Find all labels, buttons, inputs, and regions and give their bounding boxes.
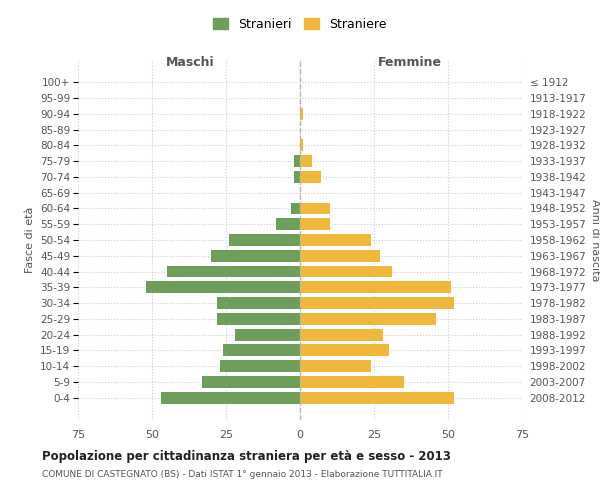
Bar [300,140,303,151]
Bar [217,313,300,325]
Bar [202,376,300,388]
Bar [300,202,329,214]
Bar [300,234,371,246]
Y-axis label: Anni di nascita: Anni di nascita [590,198,600,281]
Bar [300,250,380,262]
Bar [217,297,300,309]
Bar [211,250,300,262]
Legend: Stranieri, Straniere: Stranieri, Straniere [207,11,393,37]
Bar [294,171,300,183]
Bar [146,282,300,293]
Bar [167,266,300,278]
Bar [300,376,404,388]
Bar [277,218,300,230]
Bar [300,297,454,309]
Bar [235,328,300,340]
Bar [300,344,389,356]
Y-axis label: Fasce di età: Fasce di età [25,207,35,273]
Bar [229,234,300,246]
Bar [161,392,300,404]
Bar [291,202,300,214]
Bar [300,313,436,325]
Bar [300,392,454,404]
Text: Popolazione per cittadinanza straniera per età e sesso - 2013: Popolazione per cittadinanza straniera p… [42,450,451,463]
Bar [300,360,371,372]
Text: Maschi: Maschi [166,56,215,69]
Bar [223,344,300,356]
Bar [300,218,329,230]
Bar [300,108,303,120]
Bar [300,282,451,293]
Bar [300,171,321,183]
Bar [220,360,300,372]
Bar [300,266,392,278]
Bar [300,155,312,167]
Text: Femmine: Femmine [377,56,442,69]
Bar [300,328,383,340]
Bar [294,155,300,167]
Text: COMUNE DI CASTEGNATO (BS) - Dati ISTAT 1° gennaio 2013 - Elaborazione TUTTITALIA: COMUNE DI CASTEGNATO (BS) - Dati ISTAT 1… [42,470,443,479]
